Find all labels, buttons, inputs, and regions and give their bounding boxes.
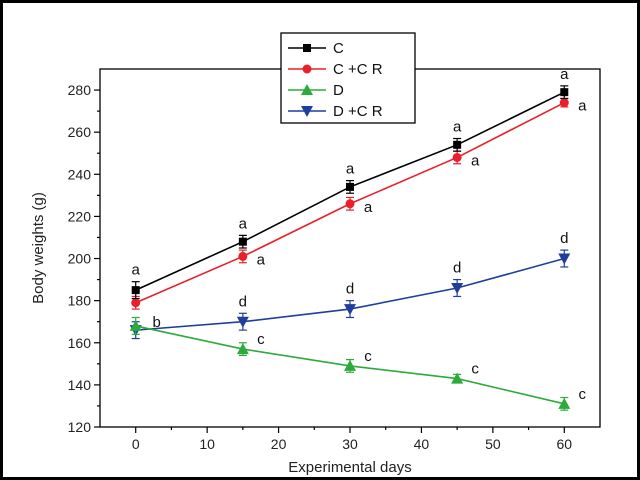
data-point (131, 286, 140, 295)
significance-letter: a (453, 118, 462, 135)
series-layer (129, 85, 571, 411)
significance-letter: c (579, 386, 587, 403)
y-tick-label: 120 (68, 419, 92, 435)
legend-marker (303, 44, 311, 52)
significance-letter: b (153, 314, 161, 331)
significance-letter: a (239, 215, 248, 232)
data-point (451, 283, 464, 295)
data-point (236, 316, 249, 328)
significance-letter: a (364, 199, 373, 216)
data-point (560, 88, 569, 97)
data-point (452, 152, 462, 162)
x-axis-title: Experimental days (288, 459, 411, 476)
y-tick-label: 180 (68, 293, 92, 309)
legend-item: C (288, 40, 344, 57)
x-tick-label: 10 (199, 436, 215, 452)
data-point (559, 98, 569, 108)
x-tick-label: 60 (556, 436, 572, 452)
data-point (558, 253, 571, 265)
significance-letter: d (453, 260, 461, 277)
data-point (238, 251, 248, 261)
y-tick-label: 160 (68, 335, 92, 351)
significance-letter: a (132, 262, 141, 279)
data-point (236, 343, 249, 355)
y-axis-title: Body weights (g) (30, 192, 47, 304)
significance-letter: c (257, 331, 265, 348)
y-tick-label: 240 (68, 166, 92, 182)
y-tick-label: 220 (68, 208, 92, 224)
series-d (129, 316, 571, 411)
data-point (345, 199, 355, 209)
x-tick-label: 0 (132, 436, 140, 452)
significance-letter: a (257, 251, 266, 268)
y-tick-label: 200 (68, 251, 92, 267)
y-tick-label: 140 (68, 377, 92, 393)
significance-letter: a (471, 152, 480, 169)
significance-letter: d (346, 281, 354, 298)
data-point (451, 372, 464, 384)
significance-letter: a (578, 98, 587, 115)
y-tick-label: 280 (68, 82, 92, 98)
data-point (344, 304, 356, 316)
significance-letter: d (560, 230, 568, 247)
data-point (558, 397, 571, 409)
legend-label: D +C R (333, 103, 383, 120)
chart-frame: 0 10 20 30 40 50 60 120 140 160 180 200 220 240 260 280… (3, 3, 637, 477)
legend-marker (301, 106, 313, 117)
data-point (238, 237, 247, 246)
legend-label: C +C R (333, 61, 383, 78)
data-point (346, 182, 354, 191)
x-tick-label: 20 (271, 436, 287, 452)
data-point (131, 298, 141, 308)
series-ccr (131, 97, 569, 310)
data-point (453, 140, 462, 149)
significance-letter: d (239, 293, 247, 310)
legend-label: C (333, 40, 344, 57)
significance-letter: c (471, 361, 479, 378)
x-tick-label: 40 (414, 436, 430, 452)
legend-item: D +C R (288, 103, 383, 120)
x-tick-label: 30 (342, 436, 358, 452)
legend-marker (301, 84, 313, 95)
legend-item: D (288, 82, 344, 99)
legend-label: D (333, 82, 344, 99)
data-point (344, 359, 356, 371)
legend-marker (302, 64, 312, 74)
data-point (129, 319, 142, 331)
ticks: 0 10 20 30 40 50 60 120 140 160 180 200 220 240 260 280 (68, 82, 573, 452)
significance-letter: a (560, 66, 569, 83)
legend: C C +C R D D +C R (280, 32, 416, 124)
series-c (131, 85, 569, 300)
significance-letter: a (346, 161, 355, 178)
legend-item: C +C R (288, 61, 383, 78)
line-chart: 0 10 20 30 40 50 60 120 140 160 180 200 220 240 260 280… (30, 32, 601, 476)
significance-letter: c (364, 348, 372, 365)
y-tick-label: 260 (68, 124, 92, 140)
x-tick-label: 50 (485, 436, 501, 452)
